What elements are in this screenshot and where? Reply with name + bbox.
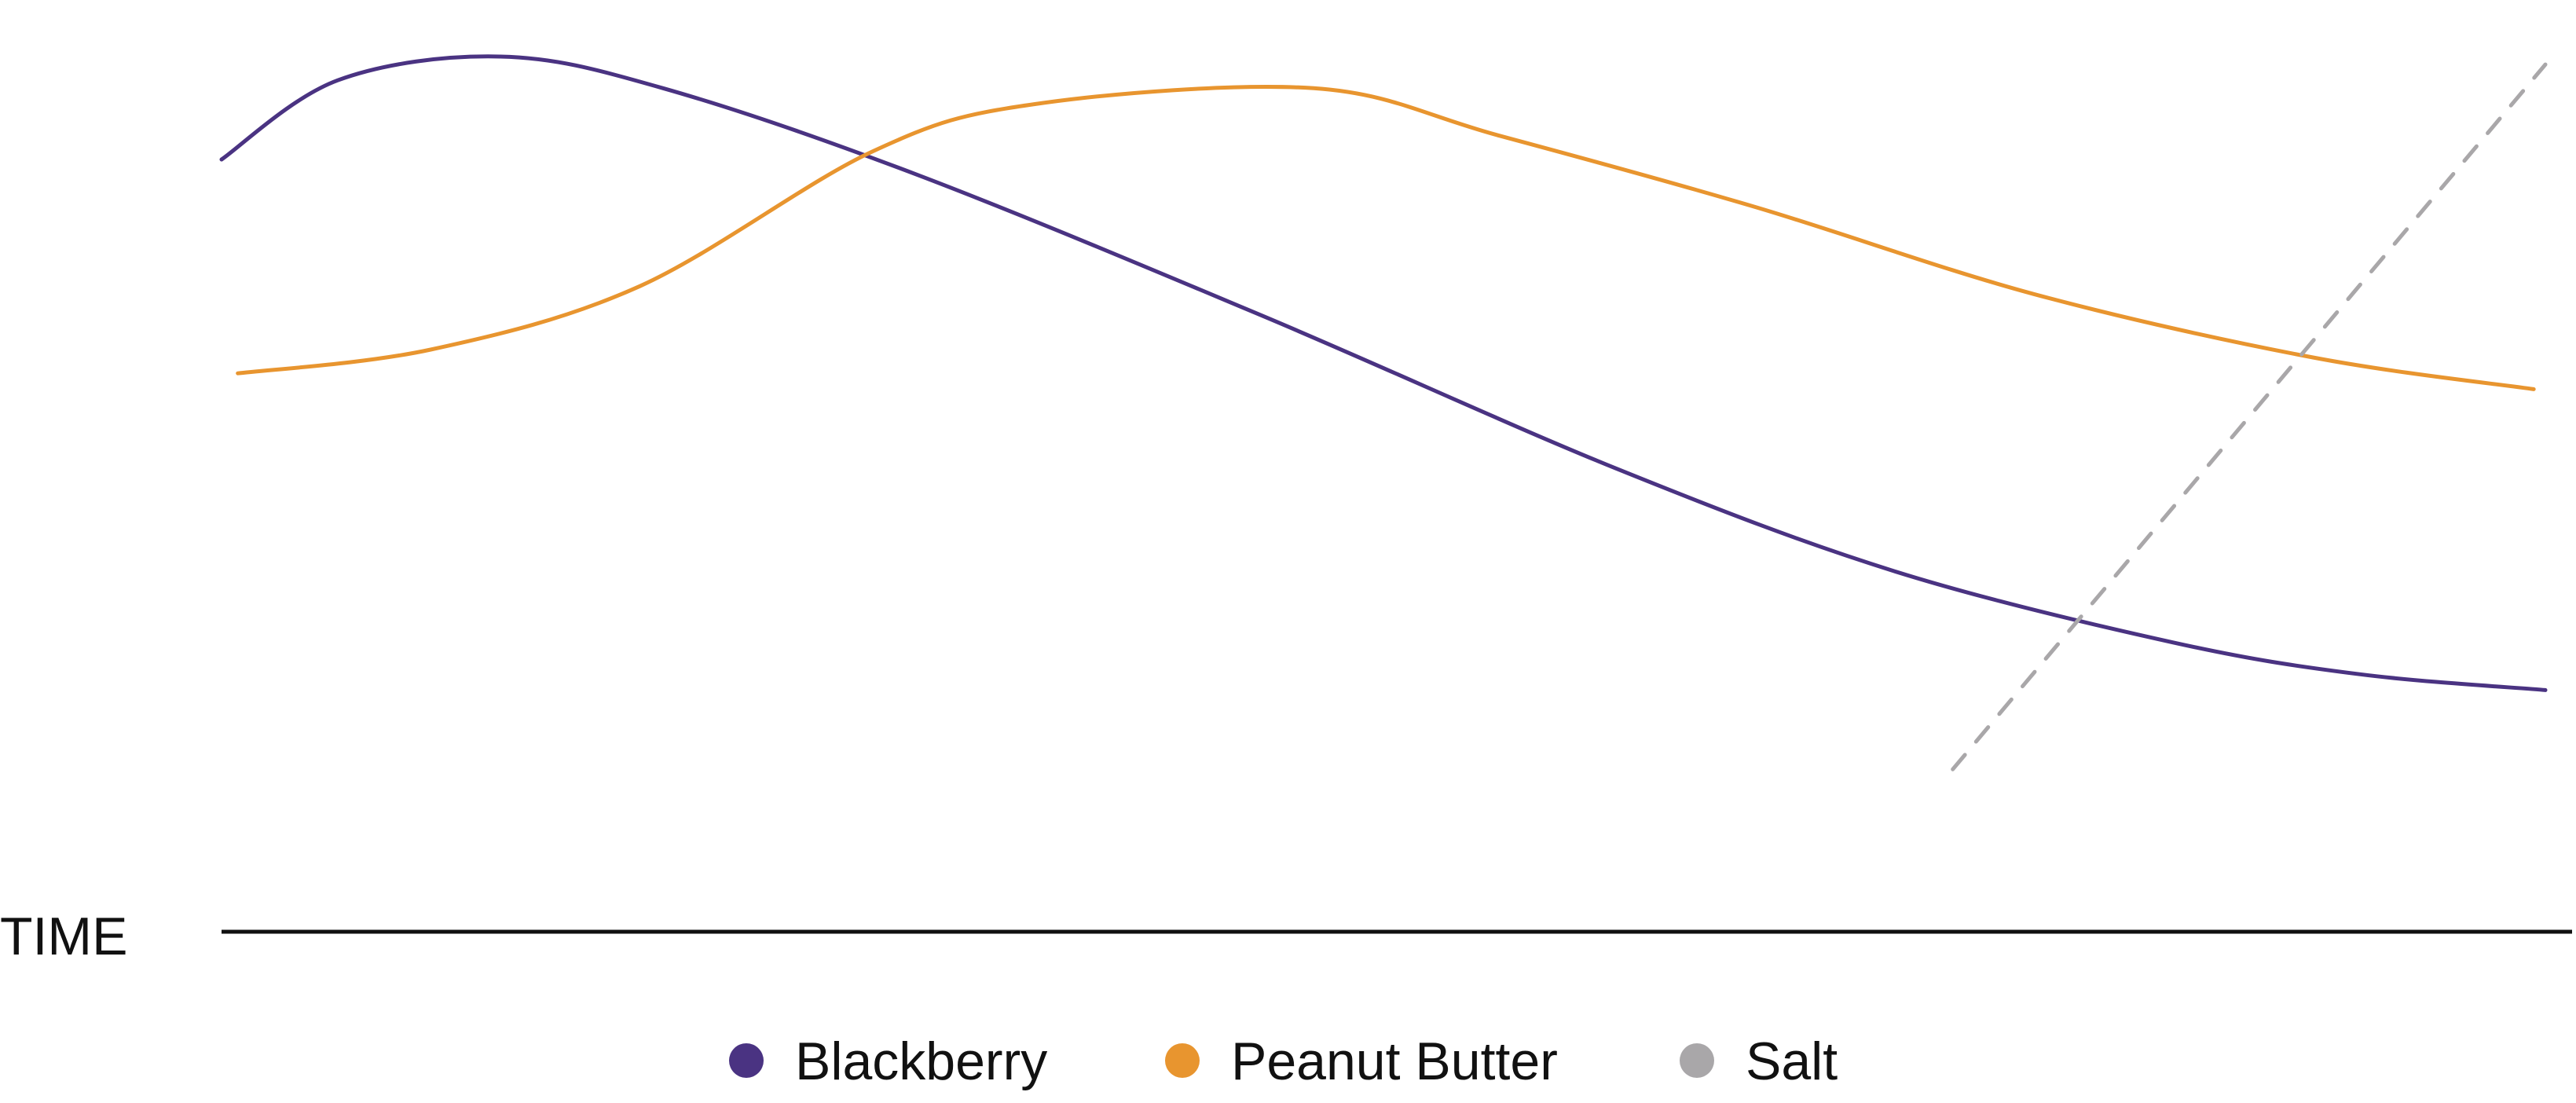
legend-label-salt: Salt bbox=[1746, 1032, 1838, 1091]
legend-marker-salt bbox=[1680, 1043, 1714, 1078]
series-line-blackberry bbox=[219, 54, 2548, 692]
series-line-salt bbox=[1951, 62, 2548, 771]
x-axis-label: TIME bbox=[0, 907, 127, 966]
legend: Blackberry Peanut Butter Salt bbox=[729, 1032, 1838, 1091]
legend-label-peanut-butter: Peanut Butter bbox=[1231, 1032, 1558, 1091]
series-line-peanut-butter bbox=[236, 85, 2536, 391]
legend-label-blackberry: Blackberry bbox=[795, 1032, 1047, 1091]
series-lines bbox=[219, 54, 2548, 771]
legend-marker-blackberry bbox=[729, 1043, 764, 1078]
legend-marker-peanut-butter bbox=[1165, 1043, 1200, 1078]
